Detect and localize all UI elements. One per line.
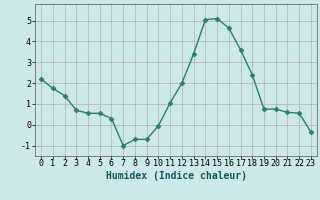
- X-axis label: Humidex (Indice chaleur): Humidex (Indice chaleur): [106, 171, 246, 181]
